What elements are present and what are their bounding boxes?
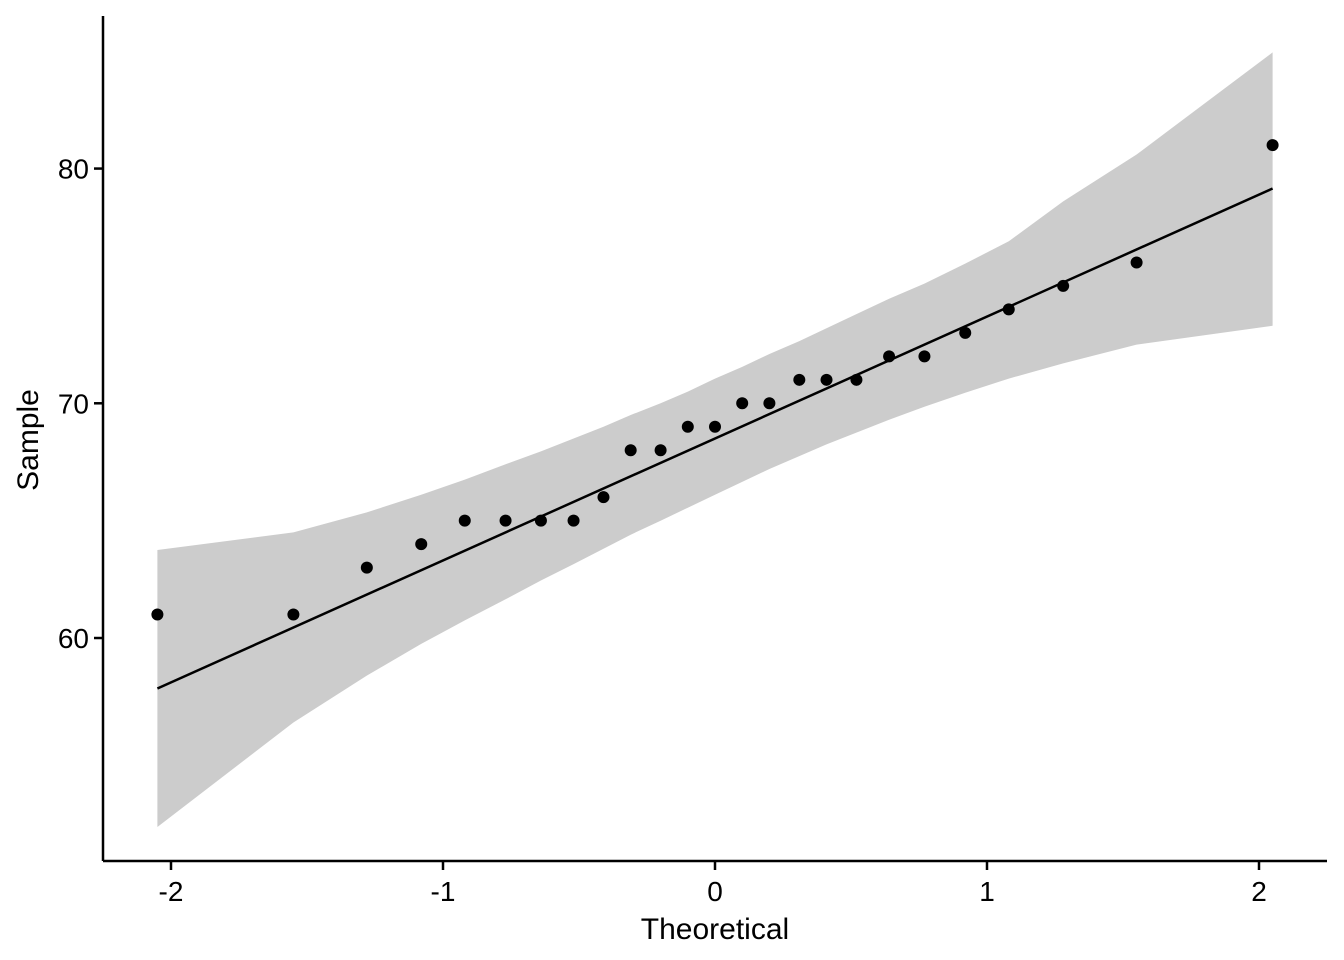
data-point [415,538,428,551]
data-point [820,373,833,386]
data-point [1002,303,1015,316]
data-point [654,444,667,457]
data-point [499,514,512,527]
x-axis-title: Theoretical [641,913,789,946]
data-point [597,491,610,504]
y-ticks: 60 70 80 [58,154,103,654]
reference-line-layer [156,187,1274,690]
data-point [534,514,547,527]
data-point [709,420,721,433]
x-ticks: -2 -1 0 1 2 [159,861,1267,907]
data-point [567,514,580,527]
x-tick-label: -2 [159,876,184,907]
data-point [151,608,164,621]
y-tick-label: 70 [58,388,89,419]
data-point [624,444,637,457]
data-point [458,514,471,527]
x-tick-label: -1 [431,876,456,907]
data-point [681,420,694,433]
y-tick-label: 60 [58,623,89,654]
x-tick-label: 2 [1251,876,1267,907]
data-point [918,350,931,363]
y-axis-title: Sample [12,389,45,491]
data-point [1266,139,1279,152]
data-point [287,608,300,621]
data-point [850,373,863,386]
x-tick-label: 1 [979,876,995,907]
y-tick-label: 80 [58,154,89,185]
data-point [883,350,896,363]
data-point [1130,256,1143,269]
data-point [360,561,373,574]
data-point [959,326,972,339]
data-point [793,373,806,386]
data-points-layer [151,139,1279,621]
x-tick-label: 0 [707,876,723,907]
data-point [1057,279,1070,292]
reference-line [156,187,1274,690]
data-point [736,397,749,410]
axes: -2 -1 0 1 2 60 70 80 [58,16,1327,907]
data-point [763,397,776,410]
